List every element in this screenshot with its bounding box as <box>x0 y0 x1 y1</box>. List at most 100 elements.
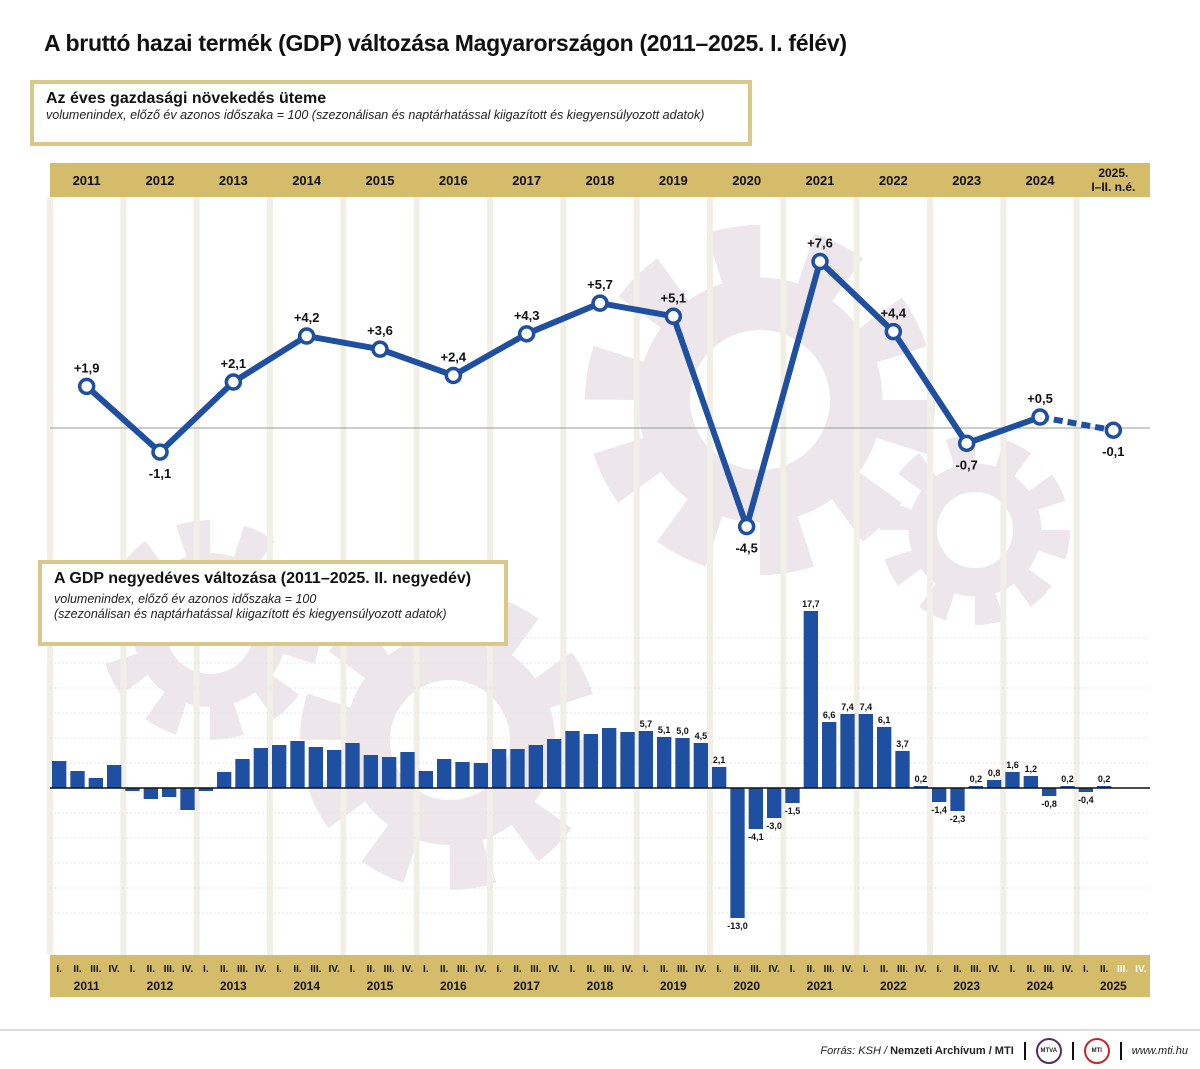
quarter-bar <box>143 788 158 799</box>
quarter-label: IV. <box>109 964 121 975</box>
quarter-label: I. <box>1083 964 1089 975</box>
page-title: A bruttó hazai termék (GDP) változása Ma… <box>44 30 847 56</box>
data-label: +3,6 <box>367 323 393 338</box>
quarter-bar <box>693 743 708 788</box>
year-band <box>50 163 1150 197</box>
quarter-bar <box>217 772 232 788</box>
quarter-bar <box>363 755 378 788</box>
quarter-bar <box>327 750 342 788</box>
quarter-bar <box>88 778 103 788</box>
bar-label: 0,2 <box>915 774 928 784</box>
quarter-bar <box>638 731 653 788</box>
quarter-bar <box>107 765 122 788</box>
quarter-bar <box>1078 788 1093 792</box>
bar-label: -0,8 <box>1041 799 1057 809</box>
year-label: 2018 <box>586 173 615 188</box>
quarter-label: IV. <box>1135 964 1147 975</box>
data-point <box>517 325 536 343</box>
bar-label: 7,4 <box>841 702 854 712</box>
year-label: 2019 <box>659 173 688 188</box>
quarter-bar <box>180 788 195 810</box>
year-label: 2014 <box>292 173 322 188</box>
quarter-bar <box>840 714 855 788</box>
data-point <box>77 377 96 396</box>
quarter-label: IV. <box>549 964 561 975</box>
quarter-label: I. <box>790 964 796 975</box>
data-label: -0,1 <box>1102 444 1124 459</box>
quarter-bar <box>162 788 177 797</box>
bar-year-label: 2022 <box>880 979 907 993</box>
data-point <box>297 327 316 345</box>
quarter-label: IV. <box>695 964 707 975</box>
quarter-label: III. <box>384 964 395 975</box>
bar-label: 6,1 <box>878 715 891 725</box>
data-point <box>884 322 903 341</box>
quarter-bar <box>1060 786 1075 788</box>
data-label: +5,7 <box>587 277 613 292</box>
quarter-bar <box>803 611 818 788</box>
bar-year-label: 2011 <box>74 979 100 993</box>
bar-year-label: 2016 <box>440 979 467 993</box>
quarter-label: IV. <box>475 964 487 975</box>
bar-year-label: 2025 <box>1100 979 1127 993</box>
quarter-bar <box>602 728 617 788</box>
bar-year-label: 2013 <box>220 979 247 993</box>
quarter-label: IV. <box>622 964 634 975</box>
data-point <box>1104 421 1123 439</box>
quarter-label: IV. <box>402 964 414 975</box>
quarter-bar <box>565 731 580 788</box>
annual-chart-subtitle: volumenindex, előző év azonos időszaka =… <box>46 108 705 122</box>
year-label: 2021 <box>806 173 835 188</box>
quarter-bar <box>492 749 507 788</box>
data-label: +0,5 <box>1027 391 1053 406</box>
data-label: +7,6 <box>807 236 833 251</box>
data-point <box>664 307 683 326</box>
quarter-label: III. <box>677 964 688 975</box>
bar-label: 3,7 <box>896 739 909 749</box>
bar-label: -3,0 <box>766 821 782 831</box>
quarterly-chart-subtitle-1: volumenindex, előző év azonos időszaka =… <box>54 592 317 606</box>
quarter-label: III. <box>750 964 761 975</box>
quarter-bar <box>437 759 452 788</box>
bar-label: 6,6 <box>823 710 836 720</box>
quarter-bar <box>528 745 543 788</box>
quarter-bar <box>1097 786 1112 788</box>
quarter-bar <box>730 788 745 918</box>
bar-label: 17,7 <box>802 599 820 609</box>
quarter-label: II. <box>953 964 962 975</box>
quarter-bar <box>767 788 782 818</box>
quarter-label: I. <box>56 964 62 975</box>
website-link[interactable]: www.mti.hu <box>1131 1045 1188 1057</box>
bar-year-label: 2015 <box>367 979 394 993</box>
quarter-label: III. <box>530 964 541 975</box>
quarter-label: IV. <box>182 964 194 975</box>
bar-label: -4,1 <box>748 832 764 842</box>
quarterly-chart-header: A GDP negyedéves változása (2011–2025. I… <box>38 560 508 646</box>
gear-teeth-icon <box>879 435 1070 626</box>
source-text: Forrás: KSH / Nemzeti Archívum / MTI <box>820 1045 1014 1057</box>
data-label: -1,1 <box>149 466 171 481</box>
quarter-bar <box>620 732 635 788</box>
quarter-bar <box>675 738 690 788</box>
divider <box>1119 1042 1122 1060</box>
quarter-label: I. <box>643 964 649 975</box>
bar-label: 1,2 <box>1025 764 1038 774</box>
data-label: +4,2 <box>294 310 320 325</box>
year-label: 2012 <box>146 173 175 188</box>
data-label: +4,4 <box>880 306 906 321</box>
quarter-label: II. <box>513 964 522 975</box>
quarter-label: III. <box>237 964 248 975</box>
quarter-label: IV. <box>842 964 854 975</box>
data-label: -4,5 <box>735 541 757 556</box>
data-point <box>957 434 976 453</box>
year-label: 2016 <box>439 173 468 188</box>
bar-year-label: 2018 <box>587 979 614 993</box>
quarter-label: II. <box>660 964 669 975</box>
year-label: 2023 <box>952 173 981 188</box>
quarter-bar <box>473 763 488 788</box>
quarter-bar <box>70 771 85 788</box>
bar-year-label: 2012 <box>147 979 174 993</box>
bar-year-label: 2017 <box>513 979 540 993</box>
data-point <box>371 340 389 358</box>
